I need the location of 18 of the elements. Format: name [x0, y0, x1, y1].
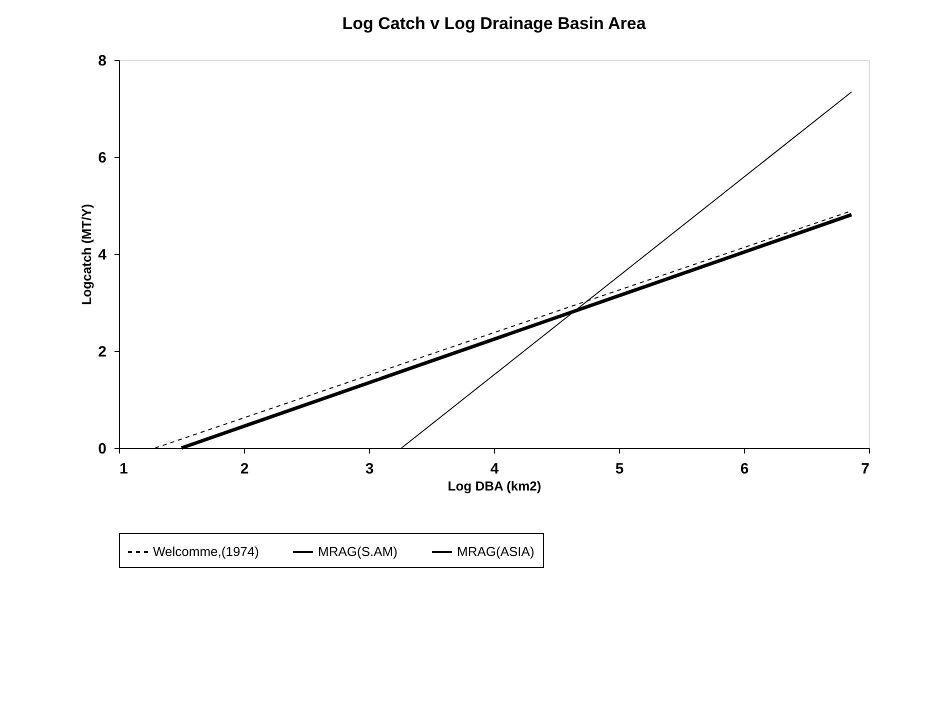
y-tick-label: 6	[98, 150, 106, 166]
x-tick-label: 1	[120, 460, 128, 478]
x-tick-label: 7	[861, 460, 870, 478]
x-tick-label: 2	[240, 460, 249, 478]
y-tick-label: 2	[98, 344, 106, 360]
legend-label: MRAG(ASIA)	[457, 544, 534, 559]
y-tick-label: 4	[98, 246, 108, 264]
chart-title: Log Catch v Log Drainage Basin Area	[342, 14, 646, 33]
y-tick-label: 8	[98, 52, 106, 70]
legend-label: Welcomme,(1974)	[153, 544, 259, 559]
y-tick-label: 0	[98, 440, 106, 458]
x-tick-label: 4	[490, 460, 500, 478]
legend-label: MRAG(S.AM)	[318, 544, 398, 559]
x-tick-label: 5	[615, 460, 624, 478]
x-tick-label: 6	[740, 460, 749, 478]
x-tick-label: 3	[365, 460, 374, 478]
y-axis-title: Logcatch (MT/Y)	[79, 204, 94, 306]
x-axis-title: Log DBA (km2)	[448, 478, 542, 494]
